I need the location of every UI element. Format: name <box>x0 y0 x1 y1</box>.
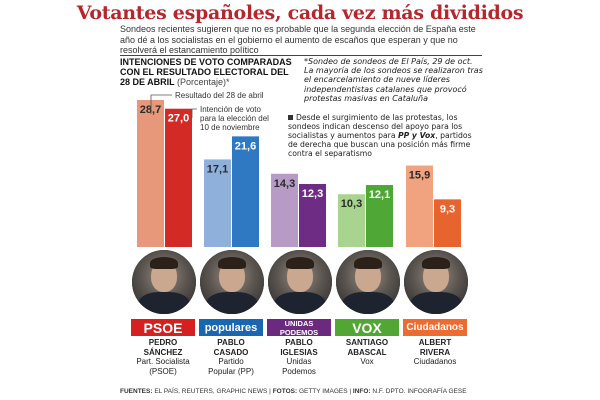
candidate-party2: Podemos <box>282 366 316 376</box>
candidate-party2: Popular (PP) <box>208 366 254 376</box>
value-label-unidas-podemos-2: 12,3 <box>302 188 323 200</box>
candidate-party1: Unidas <box>286 357 312 366</box>
annotation-november-intention: Intención de voto para la elección del 10 … <box>200 105 269 132</box>
bar-unidas-podemos-series-2 <box>299 184 326 247</box>
candidate-name1: PABLO <box>217 338 245 347</box>
bar-vox-series-2 <box>366 185 393 247</box>
value-label-ciudadanos-2: 9,3 <box>440 203 455 215</box>
candidate-name1: SANTIAGO <box>345 338 389 347</box>
bar-populares-series-1 <box>204 159 231 247</box>
candidate-photo-casado <box>200 250 264 314</box>
annotation-april-result: Resultado del 28 de abril <box>175 91 264 100</box>
party-logo-text: VOX <box>352 319 382 336</box>
survey-note: *Sondeo de sondeos de El País, 29 de oct… <box>304 57 483 103</box>
party-logo-psoe: PSOE <box>131 319 195 336</box>
candidate-photo-iglesias <box>268 250 332 314</box>
bullet-highlight: PP y Vox <box>397 131 436 141</box>
party-logo-pp: populares <box>199 319 263 336</box>
candidate-name2: SÁNCHEZ <box>143 347 183 357</box>
candidate-caption-s-nchez: PEDRO SÁNCHEZ Part. Socialista (PSOE) <box>130 338 196 376</box>
party-logo-vox: VOX <box>335 319 399 336</box>
annotation-november-leader <box>191 108 197 118</box>
candidate-name1: PEDRO <box>148 338 178 347</box>
candidate-party1: Ciudadanos <box>413 357 457 366</box>
intro-text: Sondeos recientes sugieren que no es pro… <box>120 24 476 55</box>
value-label-psoe-2: 27,0 <box>168 113 189 125</box>
footer-photos: GETTY IMAGES <box>298 388 348 395</box>
footer-info: N.F. DPTO. INFOGRAFÍA GESE <box>372 388 467 395</box>
footer-credits: FUENTES: EL PAÍS, REUTERS, GRAPHIC NEWS … <box>120 388 467 395</box>
value-label-populares-2: 21,6 <box>235 140 256 152</box>
candidate-name2: RIVERA <box>419 347 451 357</box>
candidate-photo-rivera <box>404 250 468 314</box>
candidate-party1: Partido <box>218 357 244 366</box>
bullet-text-start: Desde el surgimiento de las protestas, l… <box>288 113 463 141</box>
footer-sources: EL PAÍS, REUTERS, GRAPHIC NEWS <box>154 388 268 395</box>
candidate-party1: Part. Socialista <box>136 357 190 366</box>
bar-psoe-series-1 <box>137 100 164 247</box>
candidate-caption-casado: PABLO CASADO Partido Popular (PP) <box>198 338 264 376</box>
bar-ciudadanos-series-2 <box>434 199 461 247</box>
bar-ciudadanos-series-1 <box>406 165 433 247</box>
bullet-square-icon <box>288 115 293 120</box>
value-label-vox-2: 12,1 <box>369 189 390 201</box>
party-logo-text: PSOE <box>143 319 183 336</box>
candidate-caption-iglesias: PABLO IGLESIAS Unidas Podemos <box>266 338 332 376</box>
candidate-party1: Vox <box>360 357 374 366</box>
candidate-name2: ABASCAL <box>347 347 387 357</box>
candidate-caption-abascal: SANTIAGO ABASCAL Vox <box>334 338 400 367</box>
party-logo-text: populares <box>204 321 258 334</box>
value-label-vox-1: 10,3 <box>341 198 362 210</box>
candidate-name2: IGLESIAS <box>280 347 318 357</box>
bullet-text-end: , partidos de derecha que buscan una pos… <box>288 131 472 159</box>
value-label-populares-1: 17,1 <box>207 163 228 175</box>
candidate-name1: ALBERT <box>418 338 452 347</box>
header-divider <box>120 55 482 56</box>
footer-info-label: INFO: <box>352 388 371 395</box>
bullet-text: Desde el surgimiento de las protestas, l… <box>288 113 480 158</box>
party-logo-text: UNIDAS PODEMOS <box>279 318 319 337</box>
value-label-ciudadanos-1: 15,9 <box>409 170 430 182</box>
party-logo-cs: Ciudadanos <box>403 319 467 336</box>
candidate-party2: (PSOE) <box>149 366 177 376</box>
candidate-name2: CASADO <box>213 347 249 357</box>
party-logo-text: Ciudadanos <box>406 322 464 333</box>
footer-sources-label: FUENTES: <box>120 388 153 395</box>
candidate-photo-s-nchez <box>132 250 196 314</box>
chart-title: INTENCIONES DE VOTO COMPARADAS CON EL RE… <box>120 57 292 87</box>
footer-photos-label: FOTOS: <box>272 388 298 395</box>
value-label-psoe-1: 28,7 <box>140 104 161 116</box>
page-title: Votantes españoles, cada vez más dividid… <box>76 2 524 24</box>
chart-unit: (Porcentaje)* <box>177 77 230 87</box>
bar-psoe-series-2 <box>165 108 192 248</box>
bar-unidas-podemos-series-1 <box>271 173 298 247</box>
value-label-unidas-podemos-1: 14,3 <box>274 178 295 190</box>
annotation-april-leader <box>150 94 172 114</box>
candidate-photo-abascal <box>336 250 400 314</box>
party-logo-up: UNIDAS PODEMOS <box>267 318 331 337</box>
candidate-caption-rivera: ALBERT RIVERA Ciudadanos <box>402 338 468 367</box>
bar-vox-series-1 <box>338 194 365 247</box>
candidate-name1: PABLO <box>285 338 313 347</box>
chart-heading: INTENCIONES DE VOTO COMPARADAS CON EL RE… <box>120 57 300 87</box>
bar-populares-series-2 <box>232 136 259 247</box>
